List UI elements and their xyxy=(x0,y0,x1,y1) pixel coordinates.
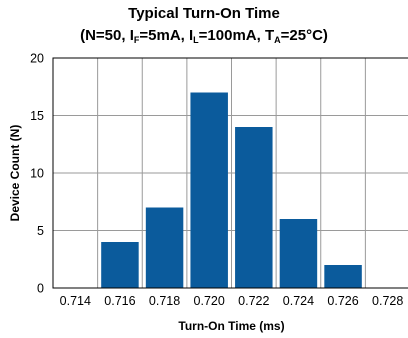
bar xyxy=(279,219,318,288)
x-tick-label: 0.716 xyxy=(104,294,135,308)
y-tick-label: 5 xyxy=(37,224,44,238)
chart-subtitle: (N=50, IF=5mA, IL=100mA, TA=25°C) xyxy=(80,27,328,45)
y-tick-label: 0 xyxy=(37,282,44,296)
y-tick-label: 10 xyxy=(30,167,44,181)
x-axis-label: Turn-On Time (ms) xyxy=(178,319,284,333)
bar xyxy=(190,92,228,288)
y-axis-label: Device Count (N) xyxy=(8,125,22,222)
x-tick-label: 0.722 xyxy=(238,294,269,308)
x-tick-label: 0.728 xyxy=(372,294,403,308)
x-tick-label: 0.714 xyxy=(60,294,91,308)
y-tick-label: 20 xyxy=(30,52,44,66)
bar xyxy=(145,207,184,288)
y-tick-label: 15 xyxy=(30,109,44,123)
bar xyxy=(235,127,273,288)
x-tick-label: 0.720 xyxy=(194,294,225,308)
x-tick-label: 0.718 xyxy=(149,294,180,308)
chart-title: Typical Turn-On Time xyxy=(128,5,280,22)
x-tick-label: 0.724 xyxy=(283,294,314,308)
bar xyxy=(101,242,139,288)
bar xyxy=(324,265,362,288)
plot-frame xyxy=(52,57,408,289)
x-tick-label: 0.726 xyxy=(327,294,358,308)
